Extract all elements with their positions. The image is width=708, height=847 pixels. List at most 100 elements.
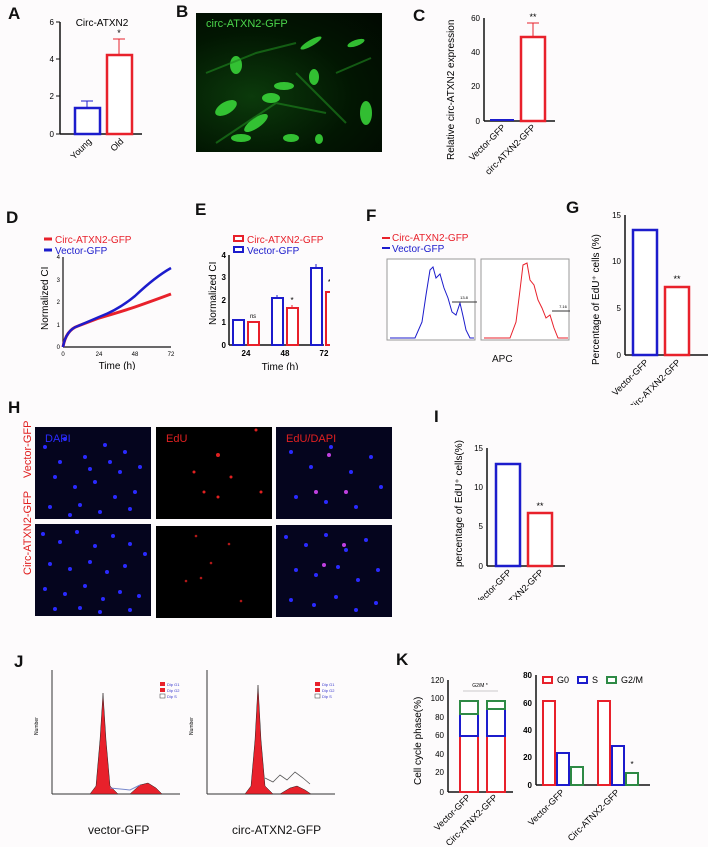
svg-text:4: 4 [50, 55, 55, 64]
svg-text:1: 1 [57, 323, 61, 329]
svg-text:Circ-ATXN2-GFP: Circ-ATXN2-GFP [392, 233, 469, 244]
svg-text:3: 3 [57, 278, 61, 284]
svg-text:0: 0 [61, 352, 65, 358]
caption-circ: circ-ATXN2-GFP [232, 823, 322, 837]
svg-text:Time (h): Time (h) [99, 361, 136, 370]
svg-text:percentage of EdU⁺ cells(%): percentage of EdU⁺ cells(%) [454, 440, 465, 567]
svg-text:2: 2 [222, 296, 227, 305]
svg-text:40: 40 [435, 750, 444, 759]
panel-label-c: C [413, 6, 426, 25]
svg-text:24: 24 [96, 352, 103, 358]
cell-cycle-histogram-vector: Number Dip G1 Dip G2 Dip S FL3 Lin [34, 670, 180, 795]
chart-k-stacked: Cell cycle phase(%) 120 100 80 60 40 20 0 G2/M… [413, 676, 513, 845]
svg-text:Circ-ATXN2-GFP: Circ-ATXN2-GFP [247, 235, 324, 246]
panel-label-k: K [396, 650, 409, 669]
svg-text:*: * [117, 28, 121, 38]
svg-text:**: ** [536, 501, 544, 511]
panel-label-f: F [366, 206, 377, 225]
svg-text:G2/M *: G2/M * [472, 683, 488, 689]
chart-a-title: Circ-ATXN2 [76, 18, 129, 29]
svg-text:Old: Old [108, 136, 125, 153]
panel-label-g: G [566, 198, 580, 217]
svg-text:24: 24 [242, 349, 251, 358]
merge-label: EdU/DAPI [286, 433, 337, 445]
svg-text:72: 72 [320, 349, 329, 358]
svg-text:S: S [592, 675, 598, 685]
svg-text:120: 120 [431, 676, 445, 685]
svg-text:2: 2 [57, 300, 61, 306]
micro-merge-vector: EdU/DAPI [276, 427, 392, 519]
svg-text:48: 48 [132, 352, 139, 358]
svg-text:0: 0 [617, 351, 622, 360]
svg-text:Cell cycle phase(%): Cell cycle phase(%) [413, 697, 424, 785]
svg-text:20: 20 [523, 753, 532, 762]
svg-text:Vector-GFP: Vector-GFP [473, 567, 513, 600]
panel-label-d: D [6, 208, 19, 227]
svg-text:3: 3 [222, 273, 227, 282]
panel-label-h: H [8, 398, 21, 417]
svg-text:5: 5 [479, 522, 484, 531]
svg-text:60: 60 [471, 14, 480, 23]
svg-text:7.16: 7.16 [559, 304, 568, 309]
row-label-vector: Vector-GFP [22, 420, 34, 478]
svg-text:0: 0 [479, 562, 484, 571]
svg-text:Dip G1: Dip G1 [167, 682, 180, 687]
svg-text:20: 20 [471, 82, 480, 91]
panel-label-j: J [14, 652, 24, 671]
svg-text:Vector-GFP: Vector-GFP [247, 246, 300, 257]
svg-text:Circ-ATNX2-GFP: Circ-ATNX2-GFP [566, 787, 622, 843]
svg-text:Time (h): Time (h) [262, 362, 299, 370]
svg-text:60: 60 [523, 699, 532, 708]
svg-text:G0: G0 [557, 675, 569, 685]
svg-text:Number: Number [189, 717, 195, 735]
svg-text:Vector-GFP: Vector-GFP [392, 244, 445, 255]
svg-text:Normalized CI: Normalized CI [208, 262, 219, 325]
svg-text:Dip G2: Dip G2 [322, 688, 335, 693]
micro-edu-vector: EdU [156, 427, 272, 519]
svg-text:Vector-GFP: Vector-GFP [55, 246, 108, 257]
svg-text:80: 80 [435, 713, 444, 722]
svg-text:4: 4 [57, 255, 61, 261]
flow-histograms: Circ-ATXN2-GFP Vector-GFP Count 13.8 7.1… [365, 230, 575, 365]
svg-text:10: 10 [612, 257, 621, 266]
svg-text:5: 5 [617, 304, 622, 313]
svg-text:6: 6 [50, 18, 55, 27]
svg-text:Dip S: Dip S [167, 694, 177, 699]
svg-text:**: ** [673, 274, 681, 284]
svg-text:Dip S: Dip S [322, 694, 332, 699]
svg-text:Normalized CI: Normalized CI [40, 267, 51, 330]
gfp-micrograph: circ-ATXN2-GFP [196, 13, 382, 152]
svg-text:80: 80 [523, 671, 532, 680]
svg-text:0: 0 [50, 130, 55, 139]
svg-text:0: 0 [57, 345, 61, 351]
svg-text:**: ** [328, 278, 330, 287]
panel-label-i: I [434, 407, 439, 426]
svg-text:Young: Young [69, 136, 94, 161]
row-label-circ: Circ-ATXN2-GFP [22, 490, 34, 575]
chart-e: Circ-ATXN2-GFP Vector-GFP Normalized CI … [208, 235, 330, 370]
chart-c: Relative circ-ATXN2 expression 60 40 20 0 *… [446, 12, 555, 177]
micro-merge-circ [276, 525, 392, 617]
chart-k-grouped: 80 60 40 20 0 G0 S G2/M * Vector-GFP Circ-AT… [523, 671, 650, 843]
svg-text:Vector-GFP: Vector-GFP [526, 787, 566, 827]
svg-text:*: * [630, 760, 633, 769]
svg-text:48: 48 [281, 349, 290, 358]
svg-text:4: 4 [222, 251, 227, 260]
svg-text:0: 0 [440, 788, 445, 797]
svg-text:Dip G2: Dip G2 [167, 688, 180, 693]
svg-text:G2/M: G2/M [621, 675, 643, 685]
caption-vector: vector-GFP [88, 823, 150, 837]
micro-dapi-circ [35, 524, 151, 616]
svg-text:ns: ns [250, 314, 256, 320]
flow-xlabel: APC [492, 354, 513, 365]
panel-label-b: B [176, 2, 189, 21]
svg-text:0: 0 [476, 117, 481, 126]
svg-text:0: 0 [222, 341, 227, 350]
svg-text:10: 10 [474, 483, 483, 492]
chart-d: Circ-ATXN2-GFP Vector-GFP Normalized CI … [40, 235, 175, 370]
svg-text:Number: Number [34, 717, 40, 735]
panel-label-e: E [195, 200, 207, 219]
svg-text:40: 40 [523, 726, 532, 735]
chart-c-ylabel: Relative circ-ATXN2 expression [446, 20, 457, 160]
